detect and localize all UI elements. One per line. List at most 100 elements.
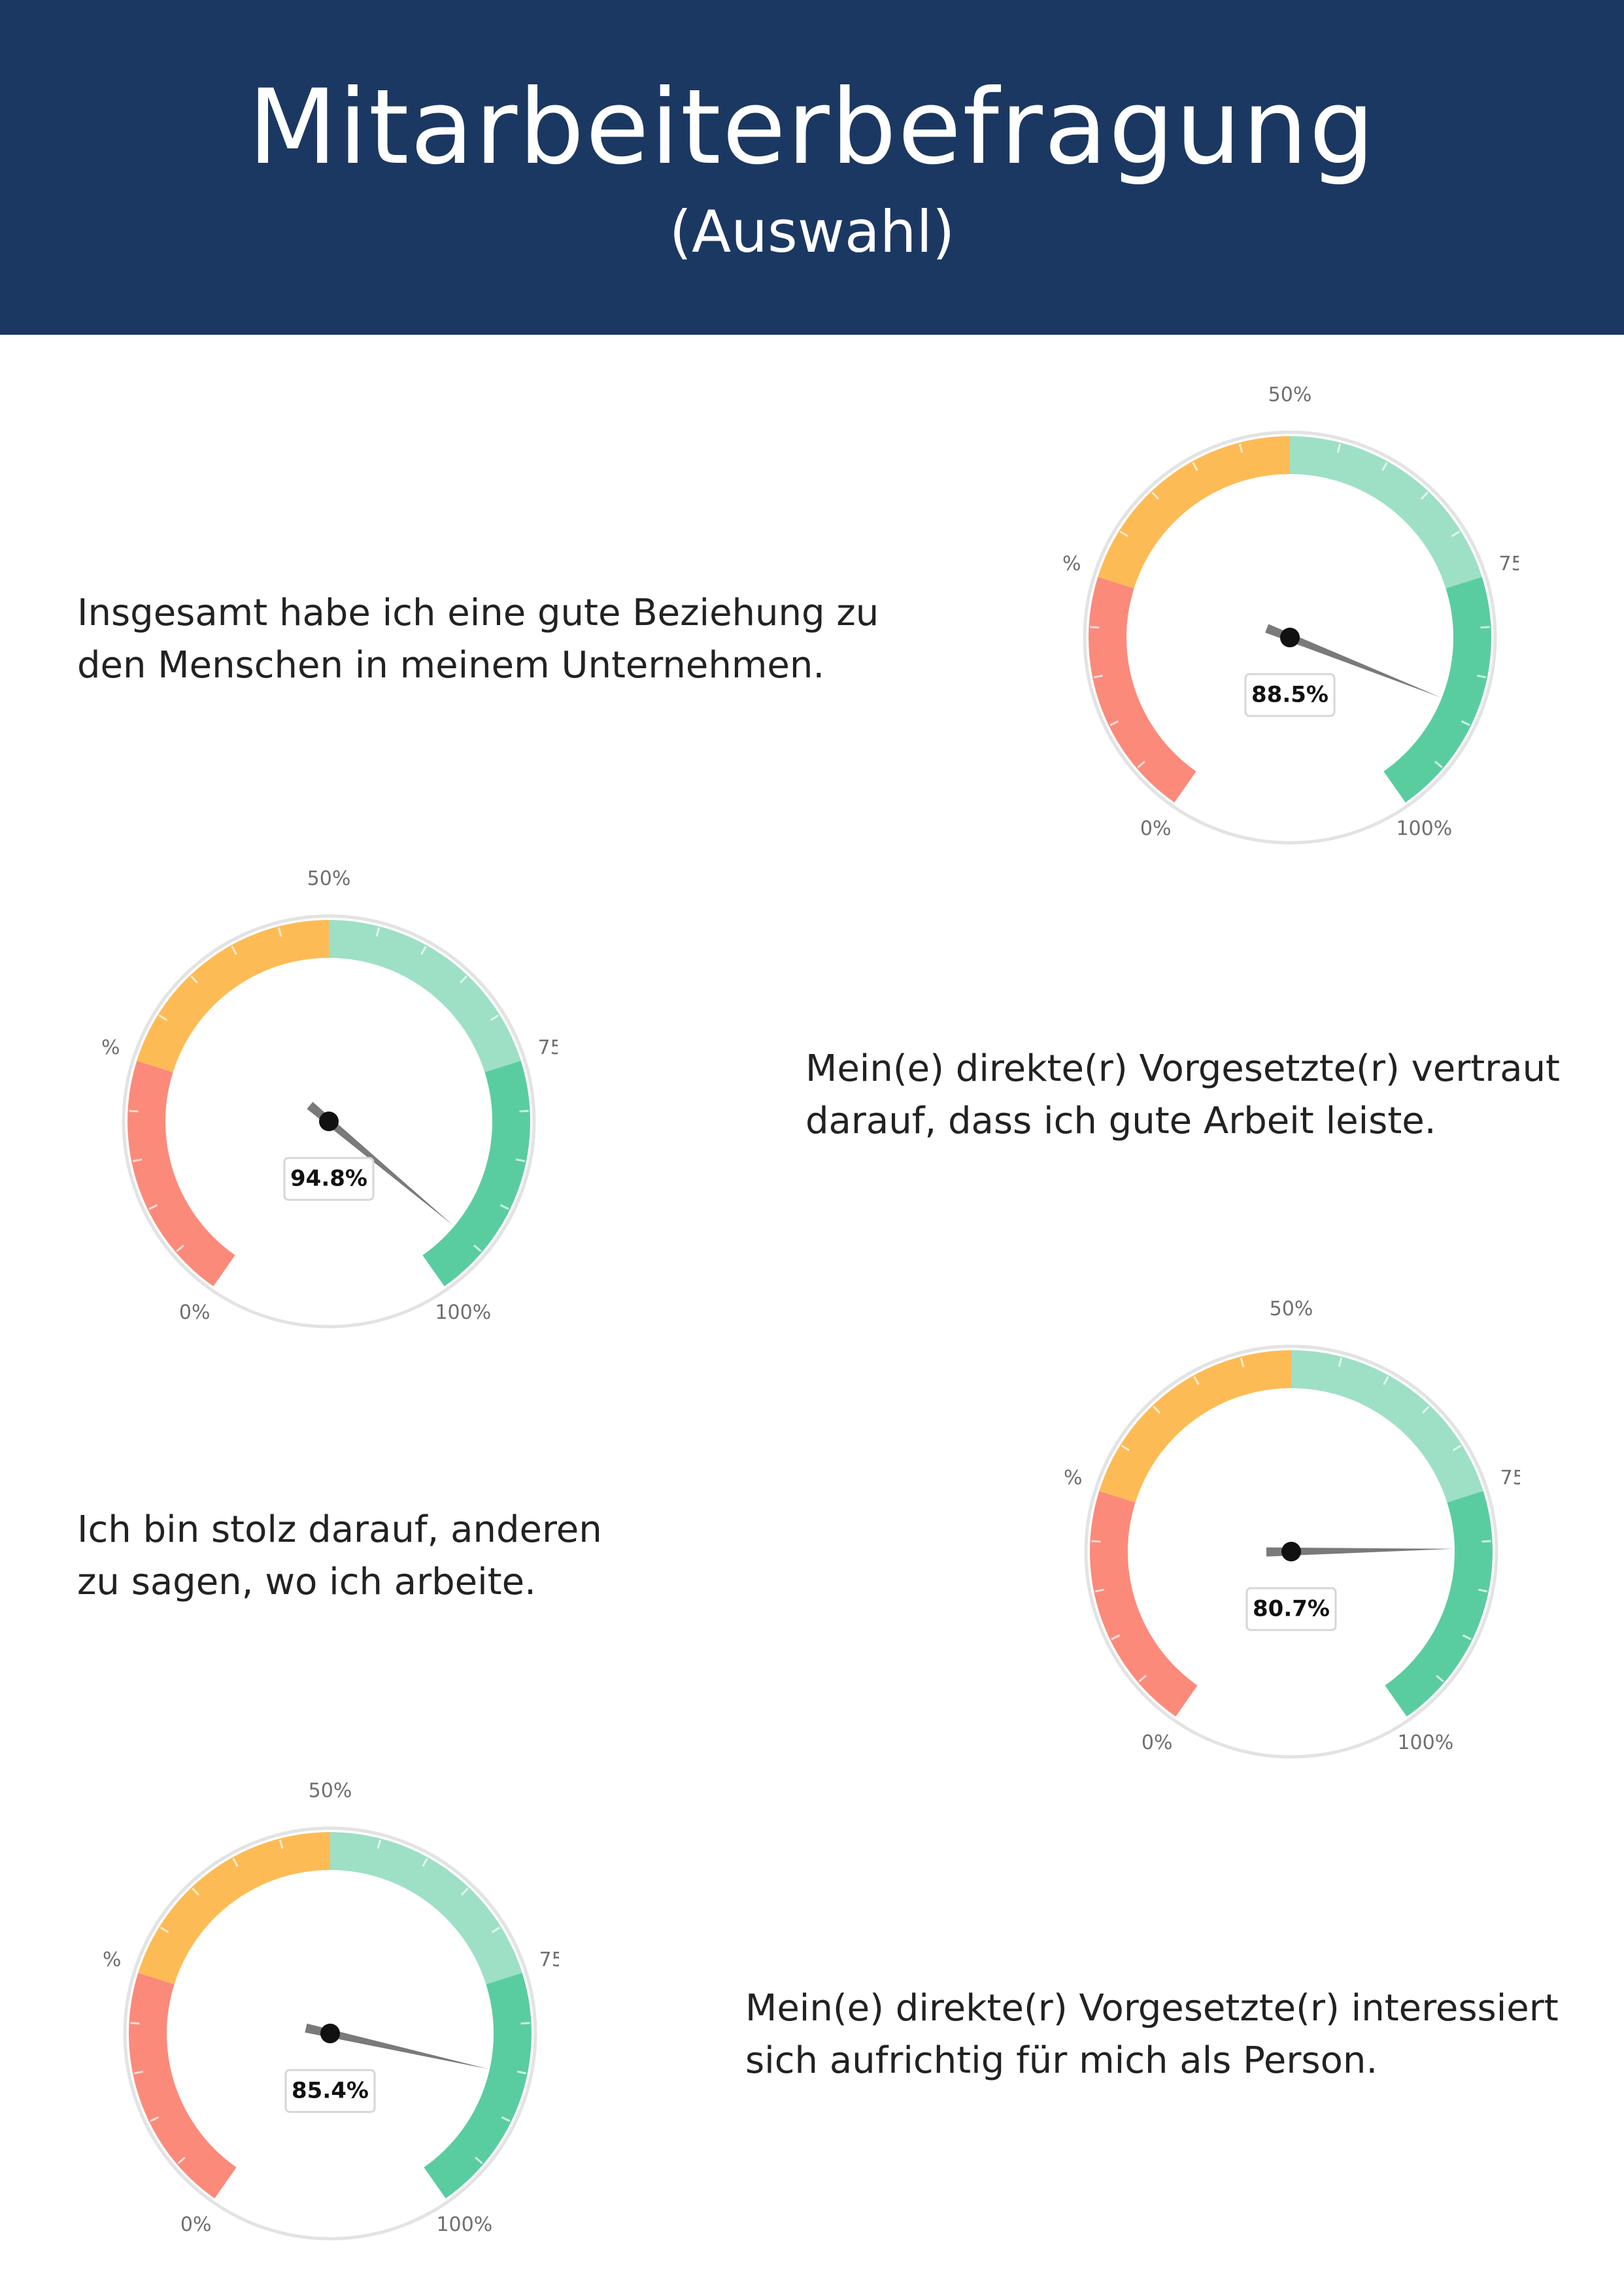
- statement-2: Mein(e) direkte(r) Vorgesetzte(r) vertra…: [805, 1043, 1560, 1148]
- page-header: Mitarbeiterbefragung (Auswahl): [0, 0, 1624, 335]
- gauge-tick-label: 100%: [1397, 1731, 1453, 1754]
- gauge-value-box: [1244, 673, 1336, 717]
- gauge-tick: [1121, 1444, 1130, 1452]
- gauge-tick-label: 25%: [100, 1036, 120, 1059]
- gauge-band-light-green: [1291, 1350, 1483, 1503]
- gauge-needle: [1265, 624, 1441, 698]
- gauge-tick-label: 25%: [1061, 552, 1081, 575]
- gauge-tick: [177, 2156, 186, 2164]
- statement-line: Mein(e) direkte(r) Vorgesetzte(r) intere…: [745, 1987, 1559, 2030]
- gauge-tick: [1153, 1406, 1161, 1414]
- gauge-tick: [1338, 1357, 1343, 1367]
- gauge-value-label: 80.7%: [1253, 1596, 1330, 1622]
- gauge-tick: [176, 1244, 184, 1252]
- gauge-tick: [190, 976, 199, 984]
- gauge-tick: [475, 2156, 483, 2164]
- gauge-tick: [1381, 462, 1388, 471]
- gauge-band-green: [422, 1061, 530, 1287]
- gauge-tick: [231, 945, 237, 955]
- page-subtitle: (Auswahl): [669, 198, 955, 265]
- gauge-value-label: 85.4%: [292, 2078, 369, 2104]
- statement-1: Insgesamt habe ich eine gute Beziehung z…: [77, 587, 879, 692]
- gauge-tick: [148, 1204, 158, 1210]
- gauge-band-light-green: [330, 1832, 522, 1984]
- gauge-tick: [1452, 1444, 1462, 1452]
- statement-4: Mein(e) direkte(r) Vorgesetzte(r) intere…: [745, 1982, 1559, 2087]
- gauge-tick: [1111, 1634, 1121, 1640]
- gauge-tick: [130, 2022, 140, 2025]
- gauge-tick: [158, 1014, 168, 1021]
- gauge-tick: [279, 1839, 284, 1849]
- gauge-tick: [490, 1014, 499, 1021]
- gauge-tick: [129, 1110, 139, 1113]
- gauge-tick: [1119, 530, 1129, 537]
- page-title: Mitarbeiterbefragung: [248, 67, 1376, 188]
- statement-line: Mein(e) direkte(r) Vorgesetzte(r) vertra…: [805, 1047, 1561, 1090]
- gauge-tick: [1192, 462, 1198, 471]
- gauge-tick-label: 75%: [539, 1948, 559, 1971]
- gauge-tick: [459, 976, 467, 984]
- statement-line: Insgesamt habe ich eine gute Beziehung z…: [77, 592, 879, 634]
- gauge-tick: [192, 1888, 200, 1896]
- gauge-tick: [519, 1110, 529, 1113]
- gauge-rim: [122, 914, 536, 1329]
- gauge-tick: [1193, 1376, 1200, 1386]
- gauge-needle: [1266, 1547, 1453, 1557]
- gauge-tick: [499, 1204, 509, 1210]
- gauge-tick: [1420, 492, 1429, 500]
- gauge-tick: [1094, 1588, 1105, 1593]
- gauge-needle-hub: [320, 2024, 340, 2043]
- gauge-tick: [1434, 760, 1443, 768]
- statement-line: zu sagen, wo ich arbeite.: [77, 1561, 536, 1603]
- gauge-tick-label: 100%: [1396, 817, 1452, 840]
- statement-line: Ich bin stolz darauf, anderen: [77, 1508, 602, 1551]
- gauge-tick: [1240, 1357, 1245, 1367]
- gauge-tick-label: 75%: [1500, 1467, 1520, 1489]
- statement-3: Ich bin stolz darauf, anderen zu sagen, …: [77, 1504, 602, 1608]
- gauge-tick: [1478, 1588, 1488, 1593]
- gauge-tick: [1138, 1674, 1147, 1682]
- gauge-band-green: [1383, 577, 1491, 803]
- gauge-tick: [1436, 1674, 1444, 1682]
- gauge-tick: [1090, 626, 1100, 629]
- gauge-tick-label: 25%: [101, 1948, 121, 1971]
- gauge-tick: [1137, 760, 1145, 768]
- gauge-tick: [1238, 443, 1243, 453]
- gauge-needle-hub: [1281, 1542, 1301, 1561]
- gauge-needle: [305, 2023, 488, 2069]
- gauge-tick: [1336, 443, 1342, 453]
- gauge-tick: [460, 1888, 469, 1896]
- statement-line: darauf, dass ich gute Arbeit leiste.: [805, 1100, 1436, 1142]
- gauge-band-red: [1089, 577, 1196, 803]
- gauge-tick-label: 50%: [1270, 1298, 1313, 1321]
- gauge-tick: [1451, 530, 1461, 537]
- gauge-tick-label: 0%: [180, 2213, 212, 2236]
- gauge-band-light-green: [1290, 436, 1482, 588]
- gauge-tick: [277, 927, 282, 937]
- gauge-tick: [1462, 1634, 1472, 1640]
- gauge-tick-label: 75%: [538, 1036, 558, 1059]
- gauge-tick-label: 50%: [1268, 384, 1312, 407]
- gauge-band-orange: [1098, 436, 1290, 588]
- gauge-tick: [377, 1839, 382, 1849]
- gauge-band-green: [1385, 1491, 1493, 1717]
- gauge-tick: [1481, 1540, 1491, 1543]
- gauge-chart-3: 0% 25% 50% 75% 100% 80.7%: [1062, 1284, 1520, 1780]
- gauge-tick: [516, 2070, 527, 2075]
- gauge-chart-1: 0% 25% 50% 75% 100% 88.5%: [1061, 369, 1519, 866]
- gauge-chart-2: 0% 25% 50% 75% 100% 94.8%: [100, 853, 558, 1350]
- gauge-tick: [1109, 720, 1119, 726]
- gauge-tick: [501, 2116, 511, 2122]
- gauge-value-label: 94.8%: [290, 1166, 367, 1192]
- gauge-tick: [422, 1858, 428, 1867]
- statement-line: sich aufrichtig für mich als Person.: [745, 2039, 1378, 2082]
- statement-line: den Menschen in meinem Unternehmen.: [77, 644, 825, 687]
- gauge-tick: [375, 927, 381, 937]
- gauge-tick-label: 75%: [1499, 552, 1519, 575]
- gauge-band-green: [424, 1973, 532, 2199]
- gauge-tick: [1480, 626, 1490, 629]
- gauge-tick: [520, 2022, 530, 2025]
- gauge-tick-label: 50%: [309, 1780, 352, 1803]
- gauge-band-red: [127, 1061, 235, 1287]
- gauge-rim: [1084, 1344, 1498, 1759]
